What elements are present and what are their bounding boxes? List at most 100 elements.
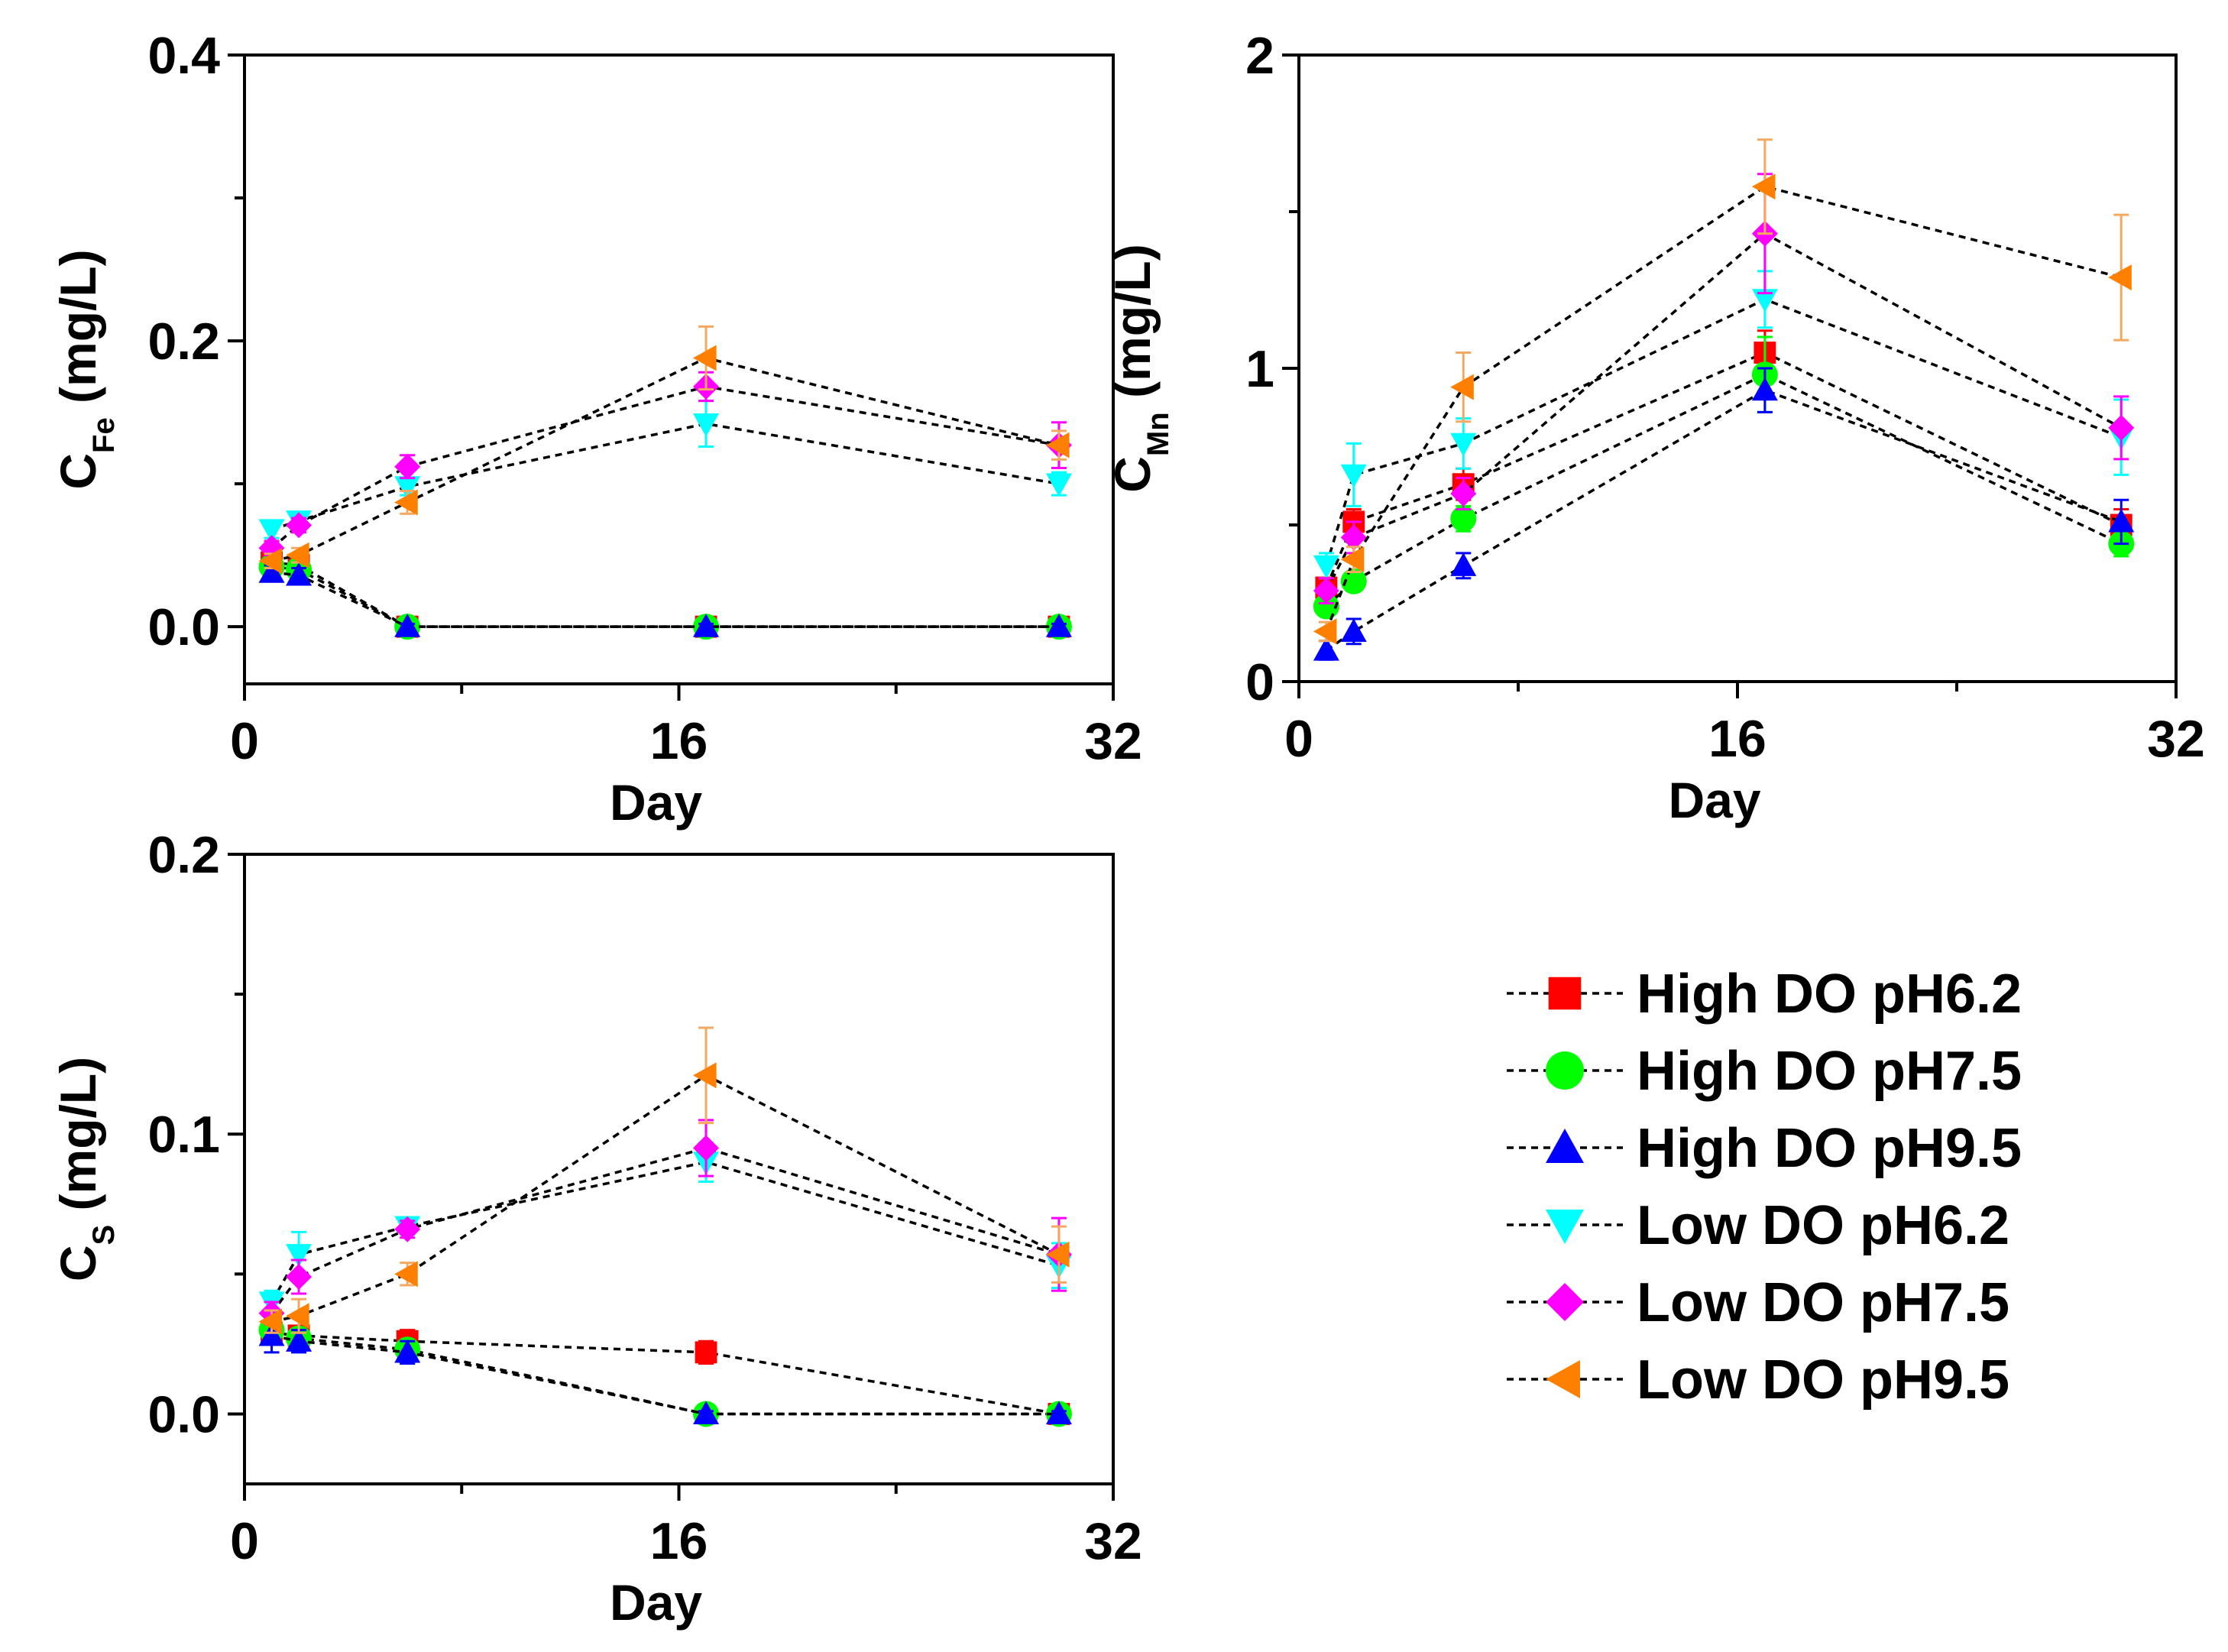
s-data-point — [286, 1328, 313, 1352]
fe-data-point — [394, 476, 421, 500]
mn-series-line — [1325, 351, 2123, 588]
s-data-point — [258, 1308, 283, 1335]
s-data-point — [394, 1339, 421, 1363]
legend-item: High DO pH7.5 — [1507, 1041, 2022, 1102]
legend-marker-diamond — [1546, 1283, 1584, 1321]
mn-data-point — [2108, 414, 2135, 441]
legend-marker-circle — [1546, 1051, 1584, 1090]
legend-item: High DO pH6.2 — [1507, 964, 2022, 1025]
fe-y-axis-subscript: Fe — [87, 417, 121, 453]
mn-data-point — [1340, 618, 1367, 642]
mn-y-tick-label: 2 — [1245, 27, 1274, 85]
legend-item: Low DO pH6.2 — [1507, 1195, 2009, 1256]
fe-data-point — [286, 562, 313, 586]
mn-x-tick-label: 16 — [1708, 710, 1767, 768]
s-y-axis-symbol: C — [50, 1245, 106, 1281]
s-y-axis-title: CS (mg/L) — [50, 1057, 121, 1281]
s-x-tick-label: 0 — [230, 1512, 259, 1570]
legend-label: High DO pH9.5 — [1637, 1118, 2022, 1179]
mn-data-point — [2108, 264, 2132, 291]
legend-item: Low DO pH9.5 — [1507, 1349, 2009, 1411]
s-data-point — [1045, 1401, 1072, 1425]
mn-series-line — [1325, 185, 2122, 633]
s-data-point — [258, 1322, 285, 1346]
mn-data-point — [1450, 505, 1477, 532]
panel-mn-chart: 0 16 32 0 1 2 Day CMn (mg/L) — [1104, 27, 2205, 828]
s-series-line — [271, 1074, 1060, 1323]
s-y-tick-label: 0.2 — [147, 826, 220, 884]
mn-data-point — [2108, 508, 2135, 533]
fe-data-point — [394, 614, 421, 637]
mn-series-line — [1325, 373, 2123, 607]
mn-data-point — [1313, 593, 1339, 620]
fe-data-point — [1045, 473, 1072, 497]
legend-label: High DO pH6.2 — [1637, 964, 2022, 1025]
s-y-tick-label: 0.1 — [147, 1106, 220, 1164]
s-y-axis-unit: (mg/L) — [50, 1057, 106, 1225]
mn-y-axis-symbol: C — [1104, 456, 1161, 493]
mn-data-point — [1751, 289, 1778, 313]
mn-data-point — [1751, 377, 1778, 401]
s-series-line — [271, 1328, 1059, 1416]
mn-data-point — [1340, 464, 1367, 488]
s-data-point — [394, 1216, 421, 1242]
s-series-line — [271, 1331, 1060, 1416]
fe-plot-frame — [243, 53, 1115, 685]
mn-y-axis-subscript: Mn — [1142, 412, 1175, 456]
panel-s-chart: 0 16 32 0.0 0.1 0.2 Day CS (mg/L) — [50, 826, 1142, 1631]
legend-marker-triangle-left — [1546, 1360, 1580, 1398]
fe-series-line — [270, 385, 1060, 549]
legend-label: Low DO pH6.2 — [1637, 1195, 2009, 1256]
fe-data-point — [1045, 432, 1070, 458]
legend-label: Low DO pH7.5 — [1637, 1272, 2009, 1333]
mn-data-point — [1340, 546, 1365, 573]
mn-x-tick-label: 32 — [2147, 710, 2205, 768]
fe-x-tick-label: 32 — [1084, 712, 1142, 770]
panel-fe-chart: 0 16 32 0.0 0.2 0.4 Day CFe (mg/L) — [50, 27, 1142, 831]
s-data-point — [693, 1062, 717, 1089]
s-y-axis-subscript: S — [87, 1225, 121, 1245]
mn-y-tick-label: 1 — [1245, 340, 1274, 398]
fe-data-point — [394, 489, 418, 516]
s-series-line — [271, 1334, 1059, 1416]
s-y-tick-label: 0.0 — [147, 1385, 220, 1443]
fe-data-point — [394, 453, 421, 480]
s-x-axis-title: Day — [610, 1574, 702, 1631]
fe-y-axis-symbol: C — [50, 453, 106, 490]
s-data-point — [693, 1135, 720, 1161]
mn-x-axis-title: Day — [1668, 772, 1760, 828]
fe-x-tick-label: 16 — [650, 712, 708, 770]
mn-plot-frame — [1297, 53, 2178, 683]
mn-data-point — [1450, 432, 1477, 457]
mn-data-point — [1313, 618, 1337, 645]
fe-data-point — [693, 614, 720, 637]
legend-label: Low DO pH9.5 — [1637, 1349, 2009, 1411]
legend-item: Low DO pH7.5 — [1507, 1272, 2009, 1333]
s-data-point — [394, 1261, 418, 1288]
legend-marker-square — [1548, 977, 1582, 1010]
fe-data-point — [286, 512, 313, 539]
mn-data-point — [1313, 555, 1339, 579]
mn-data-point — [1450, 481, 1477, 507]
fe-series-line — [271, 571, 1059, 628]
mn-x-tick-label: 0 — [1284, 710, 1313, 768]
legend-marker-triangle-down — [1546, 1210, 1584, 1244]
s-data-point — [695, 1341, 717, 1364]
mn-data-point — [1751, 173, 1776, 200]
fe-data-point — [693, 413, 720, 437]
mn-data-point — [1450, 552, 1477, 576]
fe-y-tick-label: 0.2 — [147, 313, 220, 371]
legend-label: High DO pH7.5 — [1637, 1041, 2022, 1102]
fe-data-point — [693, 345, 717, 371]
fe-data-point — [286, 542, 309, 568]
fe-data-point — [1045, 614, 1072, 637]
mn-y-tick-label: 0 — [1245, 653, 1274, 711]
mn-data-point — [1313, 578, 1339, 604]
mn-data-point — [1340, 524, 1367, 551]
fe-y-axis-unit: (mg/L) — [50, 249, 106, 417]
fe-data-point — [258, 519, 285, 543]
s-data-point — [693, 1401, 720, 1425]
s-x-tick-label: 32 — [1084, 1512, 1142, 1570]
fe-y-axis-title: CFe (mg/L) — [50, 249, 121, 489]
